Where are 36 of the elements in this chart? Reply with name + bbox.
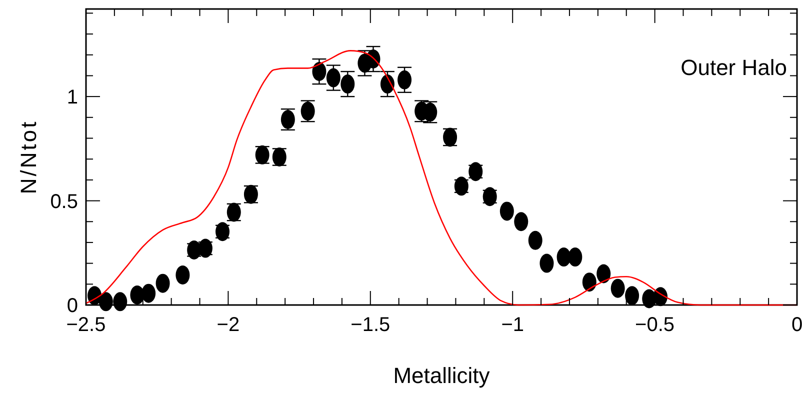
- point: [156, 274, 170, 293]
- point: [113, 292, 128, 312]
- y-tick-label: 1: [66, 86, 78, 109]
- point: [176, 265, 190, 284]
- point: [625, 286, 640, 306]
- point: [98, 292, 113, 312]
- point: [312, 62, 326, 82]
- annotation: Outer Halo: [680, 55, 787, 80]
- point: [130, 285, 144, 304]
- x-tick-label: 0: [791, 314, 802, 336]
- x-tick-label: −0.5: [635, 314, 675, 336]
- point: [514, 212, 528, 232]
- point: [142, 284, 156, 303]
- x-tick-label: −1.5: [350, 314, 390, 336]
- point: [326, 68, 340, 88]
- point: [568, 248, 582, 267]
- y-tick-label: 0: [66, 295, 78, 317]
- point: [582, 272, 596, 292]
- point: [596, 264, 611, 284]
- x-tick-label: −1: [501, 314, 524, 336]
- point: [528, 230, 542, 250]
- point: [398, 70, 412, 90]
- point: [340, 74, 355, 94]
- y-axis-title: N/Ntot: [16, 120, 41, 194]
- point: [540, 254, 554, 273]
- point: [642, 289, 656, 308]
- point: [610, 278, 625, 298]
- point: [482, 187, 497, 206]
- x-tick-label: −2: [216, 314, 240, 336]
- x-tick-label: −2.5: [66, 314, 106, 336]
- x-axis-title: Metallicity: [393, 363, 490, 388]
- point: [366, 50, 380, 69]
- point: [216, 222, 230, 242]
- y-tick-label: 0.5: [50, 190, 78, 213]
- point: [380, 74, 394, 94]
- point: [500, 202, 514, 221]
